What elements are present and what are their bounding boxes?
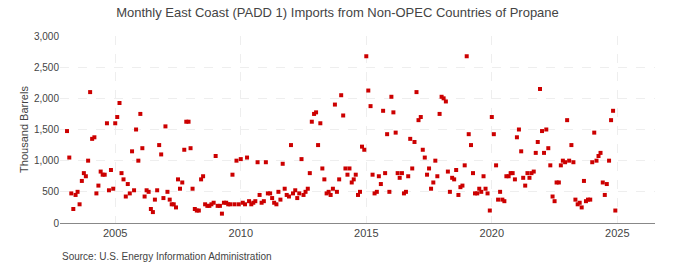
svg-text:2,500: 2,500 [34,62,59,73]
svg-text:Monthly East Coast (PADD 1) Im: Monthly East Coast (PADD 1) Imports from… [116,5,559,20]
svg-text:2,000: 2,000 [34,93,59,104]
svg-text:2005: 2005 [103,227,127,239]
svg-text:1,500: 1,500 [34,124,59,135]
svg-text:2010: 2010 [229,227,253,239]
svg-text:3,000: 3,000 [34,31,59,42]
svg-text:2015: 2015 [354,227,378,239]
svg-text:500: 500 [42,186,59,197]
svg-text:Thousand Barrels: Thousand Barrels [18,86,30,173]
svg-text:2020: 2020 [480,227,504,239]
svg-text:0: 0 [53,218,59,229]
svg-text:1,000: 1,000 [34,155,59,166]
svg-text:Source: U.S. Energy Informatio: Source: U.S. Energy Information Administ… [62,251,272,262]
svg-text:2025: 2025 [605,227,629,239]
